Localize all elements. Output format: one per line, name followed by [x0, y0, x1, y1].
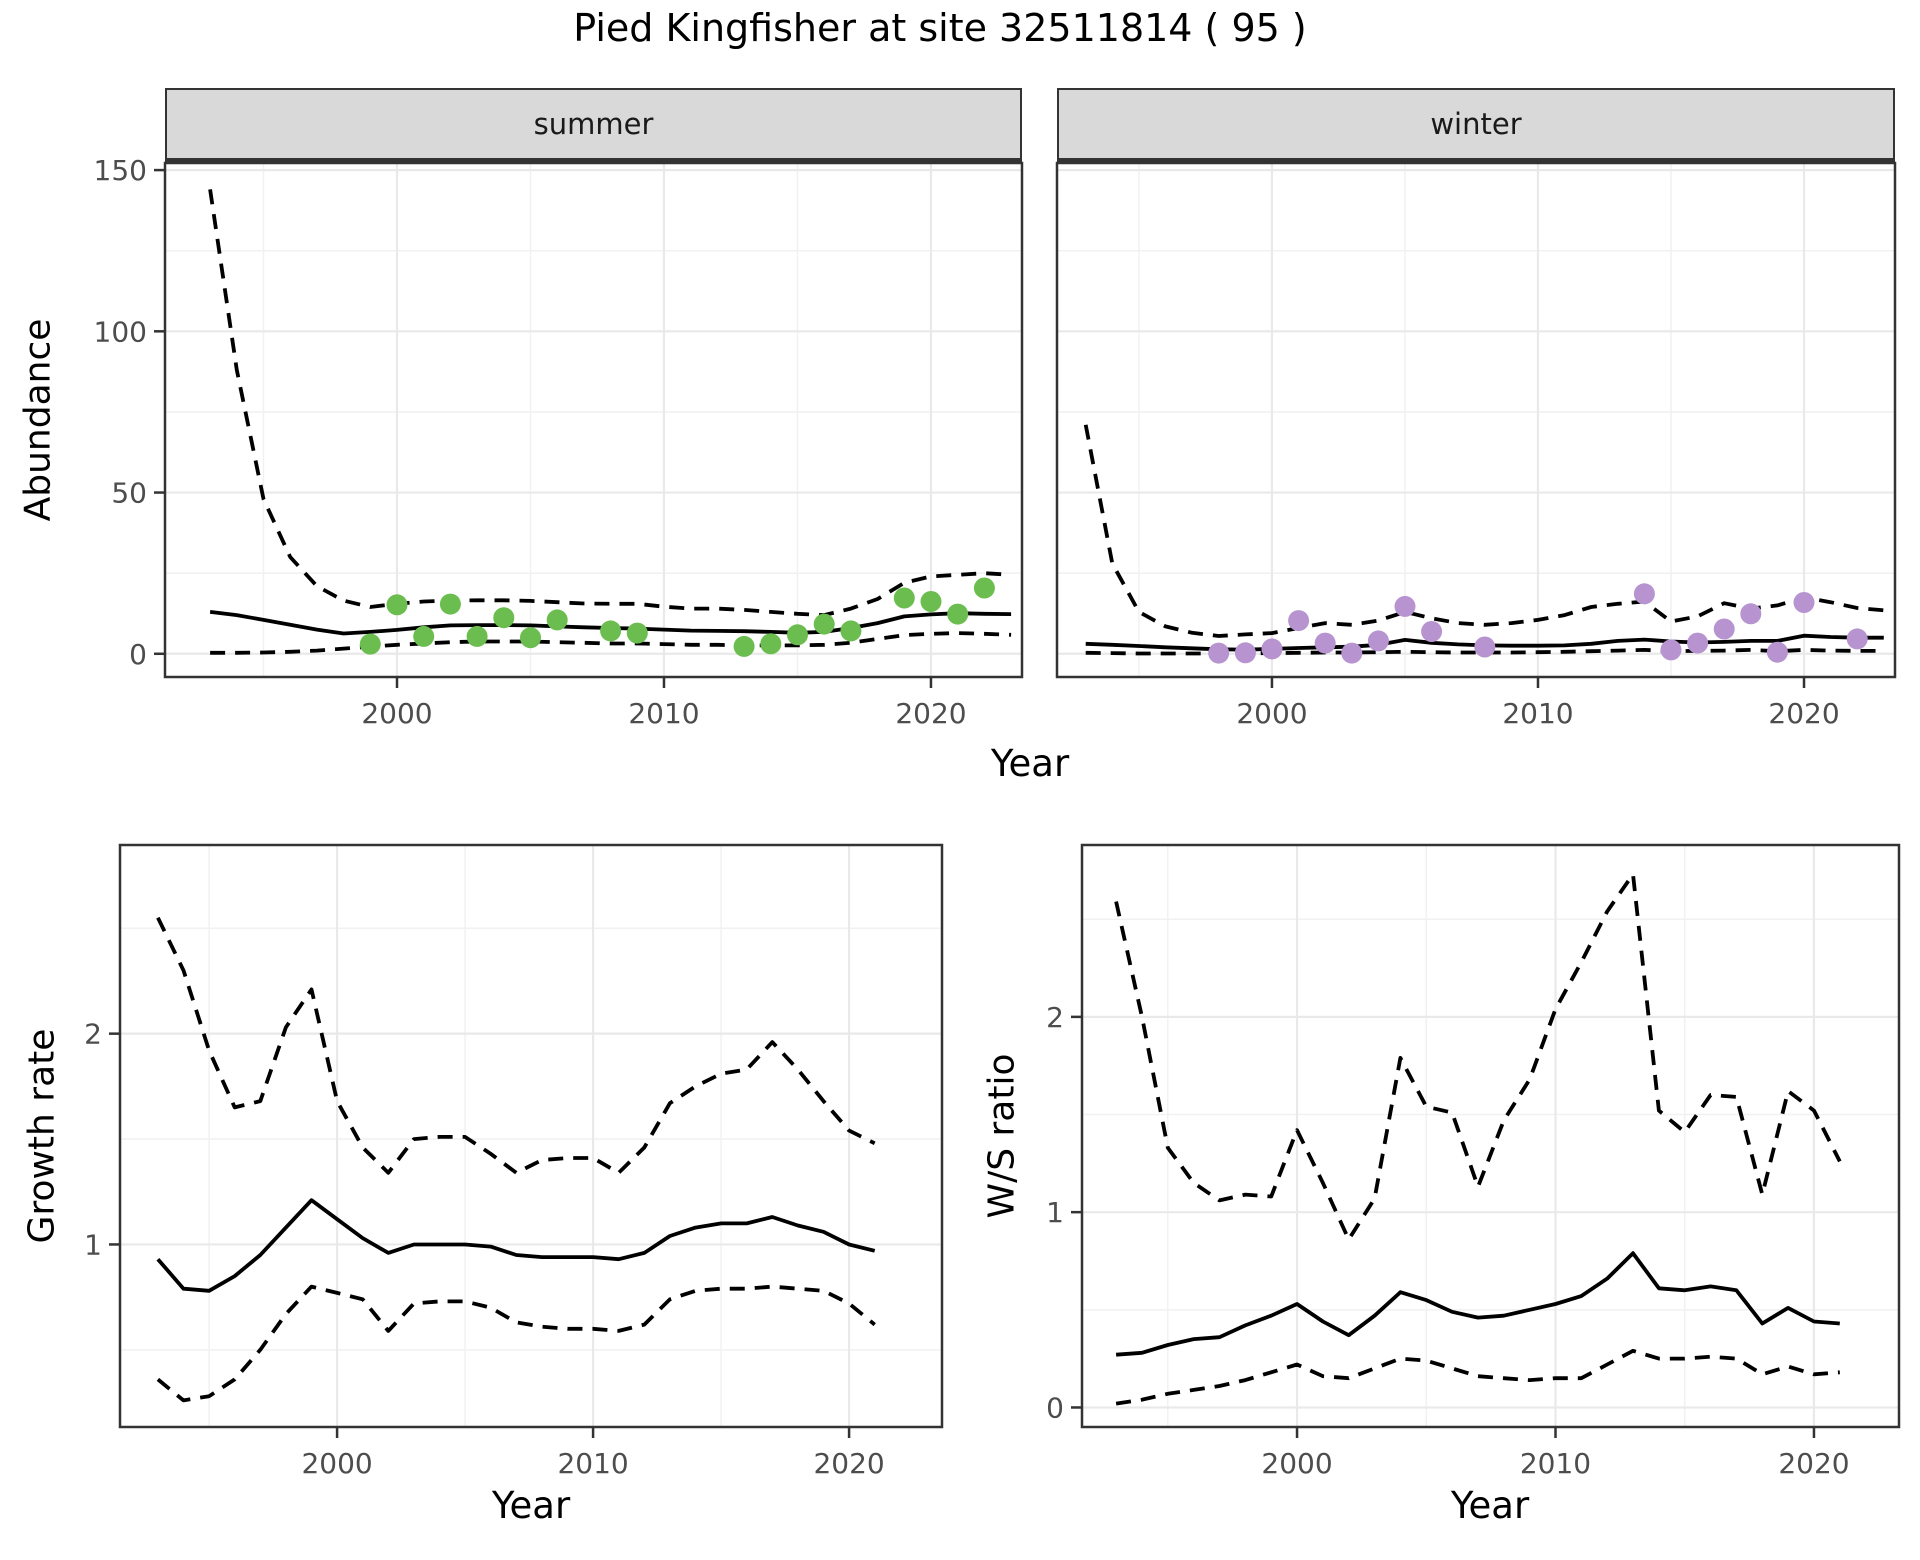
x-tick-label: 2000 [1261, 1447, 1332, 1480]
data-point [1261, 638, 1283, 660]
data-point [1314, 632, 1336, 654]
data-point [386, 594, 408, 616]
data-point [359, 633, 381, 655]
series-upper-95-ci [156, 916, 876, 1175]
panel-background [165, 163, 1022, 677]
y-tick-label: 50 [111, 477, 147, 510]
facet-strip-summer-label: summer [533, 107, 654, 141]
facet-strip-winter-label: winter [1430, 107, 1522, 141]
data-point [1341, 642, 1363, 664]
facet-strip-winter: winter [1057, 88, 1895, 163]
panel-growth-rate-series [156, 916, 876, 1403]
y-tick-label: 100 [94, 315, 147, 348]
y-axis-label-ws-ratio: W/S ratio [981, 1053, 1023, 1219]
data-point [493, 607, 515, 629]
series-upper-95-ci [208, 189, 1012, 617]
y-axis-label-growth-rate: Growth rate [21, 1028, 63, 1244]
y-tick-label: 0 [1046, 1391, 1064, 1424]
series-mean-estimate [156, 1198, 876, 1293]
panel-abundance-winter: 2000 2010 2020 [1055, 161, 1897, 730]
panel-background [1057, 163, 1895, 677]
data-point [813, 613, 835, 635]
data-point [1367, 630, 1389, 652]
data-point [1421, 621, 1443, 642]
panel-abundance-summer-gridlines [165, 163, 1022, 677]
data-point [947, 603, 969, 625]
data-point [466, 625, 488, 647]
y-tick-label: 2 [1046, 1001, 1064, 1034]
panel-growth-rate: 2000 2010 2020 1 2 [84, 843, 944, 1480]
x-tick-label: 2010 [628, 697, 699, 730]
panel-abundance-summer-points [359, 577, 995, 657]
panel-background [1082, 845, 1899, 1427]
panel-abundance-winter-axis: 2000 2010 2020 [1236, 677, 1840, 730]
series-lower-95-ci [156, 1284, 876, 1403]
y-axis-label-abundance: Abundance [17, 318, 59, 522]
data-point [893, 587, 915, 609]
panel-growth-rate-gridlines [120, 845, 942, 1427]
x-tick-label: 2000 [1236, 697, 1307, 730]
data-point [1660, 639, 1682, 661]
x-axis-label-year-growth: Year [491, 1484, 571, 1527]
x-axis-label-year-ws: Year [1450, 1484, 1530, 1527]
page-title: Pied Kingfisher at site 32511814 ( 95 ) [573, 6, 1307, 50]
data-point [520, 627, 541, 649]
data-point [1474, 636, 1496, 658]
panel-abundance-summer-axis: 2000 2010 2020 0 50 100 150 [94, 154, 967, 730]
panel-border [118, 843, 944, 1429]
data-point [1793, 592, 1815, 613]
data-point [920, 591, 942, 612]
data-point [1687, 632, 1709, 654]
panel-border [1080, 843, 1901, 1429]
panel-border [1055, 161, 1897, 679]
y-tick-label: 150 [94, 154, 147, 187]
data-point [973, 577, 995, 599]
data-point [787, 624, 808, 646]
panel-ws-ratio-axis: 2000 2010 2020 0 1 2 [1046, 1001, 1849, 1480]
data-point [1234, 642, 1256, 664]
y-tick-label: 2 [84, 1018, 102, 1051]
data-point [1208, 642, 1230, 664]
x-tick-label: 2020 [895, 697, 966, 730]
y-tick-label: 0 [129, 638, 147, 671]
data-point [1713, 618, 1735, 640]
panel-ws-ratio-series [1114, 872, 1842, 1406]
data-point [1740, 603, 1762, 625]
data-point [546, 609, 568, 631]
x-tick-label: 2010 [557, 1447, 628, 1480]
data-point [626, 622, 648, 644]
data-point [439, 593, 461, 615]
y-tick-label: 1 [84, 1228, 102, 1261]
panel-background [120, 845, 942, 1427]
x-tick-label: 2010 [1520, 1447, 1591, 1480]
x-tick-label: 2020 [1768, 697, 1839, 730]
panel-ws-ratio: 2000 2010 2020 0 1 2 [1046, 843, 1901, 1480]
data-point [1633, 583, 1655, 605]
data-point [1288, 610, 1310, 632]
series-lower-95-ci [210, 631, 1012, 655]
series-mean-estimate [1115, 1251, 1840, 1357]
panel-abundance-summer: 2000 2010 2020 0 50 100 150 [94, 154, 1024, 730]
panel-ws-ratio-gridlines [1082, 845, 1899, 1427]
data-point [413, 625, 435, 647]
x-axis-label-year-top: Year [990, 742, 1070, 785]
x-tick-label: 2000 [361, 697, 432, 730]
data-point [600, 620, 622, 642]
y-tick-label: 1 [1046, 1196, 1064, 1229]
panel-border [163, 161, 1024, 679]
data-point [1846, 628, 1868, 650]
data-point [1394, 595, 1416, 617]
x-tick-label: 2020 [1778, 1447, 1849, 1480]
data-point [760, 633, 782, 655]
panel-growth-rate-axis: 2000 2010 2020 1 2 [84, 1018, 885, 1480]
x-tick-label: 2000 [301, 1447, 372, 1480]
x-tick-label: 2020 [813, 1447, 884, 1480]
facet-strip-summer: summer [165, 88, 1022, 163]
data-point [733, 635, 755, 657]
panel-abundance-winter-points [1208, 583, 1868, 664]
data-point [840, 620, 862, 642]
data-point [1766, 641, 1788, 663]
x-tick-label: 2010 [1502, 697, 1573, 730]
